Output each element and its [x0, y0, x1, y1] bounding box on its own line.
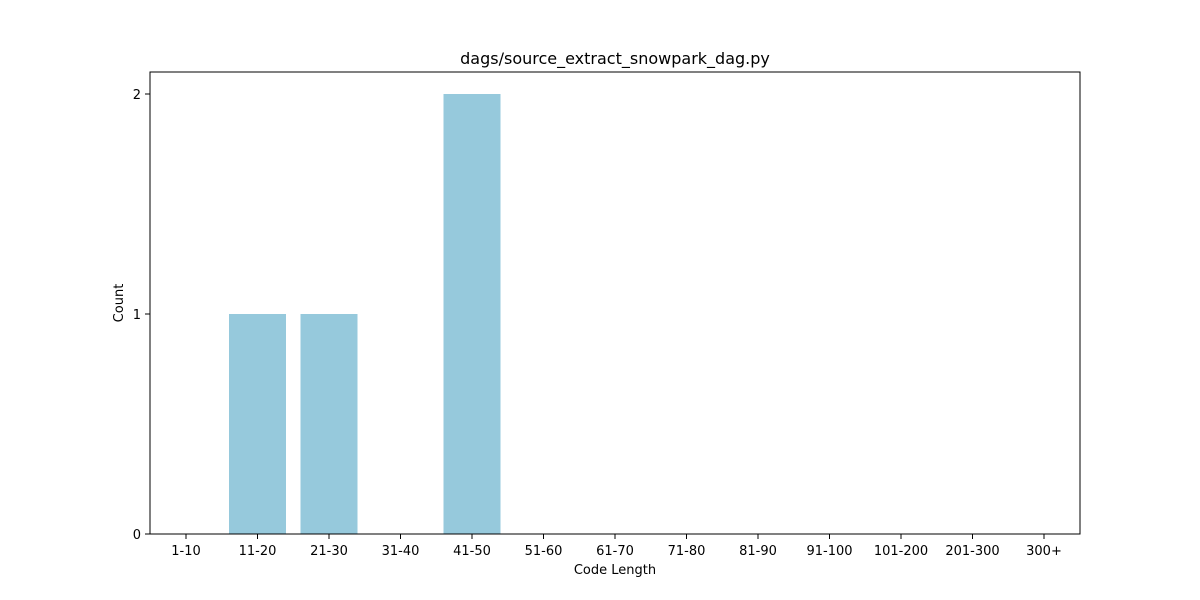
y-tick-label: 1	[133, 308, 141, 323]
x-tick-label: 101-200	[874, 544, 928, 559]
x-tick-label: 51-60	[525, 544, 563, 559]
y-axis-ticks: 0 1 2	[133, 88, 150, 543]
x-axis-ticks: 1-10 11-20 21-30 31-40 41-50 51-60 61-70 71-80 8…	[171, 534, 1062, 559]
x-tick-label: 21-30	[310, 544, 348, 559]
x-tick-label: 11-20	[239, 544, 277, 559]
x-tick-label: 300+	[1026, 544, 1062, 559]
x-tick-label: 81-90	[739, 544, 777, 559]
x-tick-label: 1-10	[171, 544, 201, 559]
x-tick-label: 41-50	[453, 544, 491, 559]
bar-41-50	[444, 94, 501, 534]
x-axis-label: Code Length	[574, 563, 656, 578]
x-tick-label: 31-40	[382, 544, 420, 559]
plot-frame	[150, 72, 1080, 534]
bars-layer	[229, 94, 501, 534]
chart-title: dags/source_extract_snowpark_dag.py	[460, 49, 770, 69]
y-tick-label: 0	[133, 528, 141, 543]
x-tick-label: 201-300	[945, 544, 999, 559]
x-tick-label: 71-80	[668, 544, 706, 559]
bar-21-30	[301, 314, 358, 534]
y-tick-label: 2	[133, 88, 141, 103]
bar-11-20	[229, 314, 286, 534]
x-tick-label: 91-100	[806, 544, 852, 559]
y-axis-label: Count	[112, 284, 127, 323]
x-tick-label: 61-70	[596, 544, 634, 559]
